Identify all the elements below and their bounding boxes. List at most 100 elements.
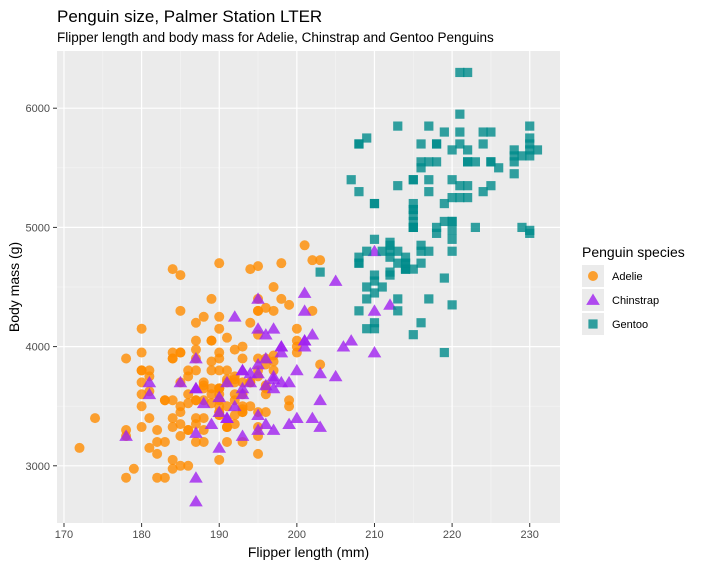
point-adelie [190,335,201,346]
point-adelie [152,425,163,436]
point-gentoo [486,157,496,167]
point-chinstrap [297,286,312,298]
point-chinstrap [142,375,157,388]
point-gentoo [509,157,519,167]
point-gentoo [447,193,457,203]
point-gentoo [525,225,535,235]
point-gentoo [369,318,380,328]
point-gentoo [385,246,395,256]
point-chinstrap [189,352,203,364]
point-chinstrap [189,426,203,438]
x-axis-title: Flipper length (mm) [248,544,369,560]
point-adelie [299,240,310,251]
point-gentoo [385,237,395,247]
point-gentoo [447,300,457,310]
point-gentoo [486,127,496,137]
legend-key-adelie [588,271,598,281]
point-gentoo [369,234,380,244]
legend-title: Penguin species [582,244,685,260]
point-adelie [268,282,279,292]
point-gentoo [362,294,372,304]
point-gentoo [424,294,434,304]
point-chinstrap [258,328,273,340]
point-adelie [175,305,186,316]
point-gentoo [354,139,364,149]
point-chinstrap [328,369,343,382]
point-gentoo [416,258,426,268]
point-adelie [190,365,201,376]
point-adelie [167,395,178,406]
point-adelie [253,305,264,316]
point-adelie [206,389,217,400]
point-chinstrap [196,396,211,409]
point-gentoo [431,228,442,238]
point-chinstrap [251,366,265,379]
point-gentoo [400,258,411,268]
point-gentoo [393,181,403,191]
point-adelie [237,341,248,352]
point-gentoo [470,222,480,233]
point-gentoo [463,181,473,191]
point-gentoo [362,324,372,334]
point-adelie [221,436,232,447]
point-gentoo [478,187,488,197]
legend-label-gentoo: Gentoo [612,319,648,331]
x-tick-label: 190 [210,529,228,541]
point-chinstrap [189,495,203,507]
point-adelie [190,395,201,406]
point-gentoo [408,330,418,340]
point-adelie [175,419,186,430]
legend-label-adelie: Adelie [612,271,643,283]
point-adelie [152,448,163,459]
x-tick-label: 220 [443,529,461,541]
point-adelie [245,264,256,275]
point-adelie [167,454,178,465]
point-gentoo [525,145,535,155]
point-chinstrap [220,411,234,423]
point-chinstrap [235,429,250,441]
point-adelie [90,413,101,424]
point-adelie [183,460,194,471]
point-adelie [307,255,318,266]
point-gentoo [385,252,395,262]
point-chinstrap [119,429,133,441]
point-gentoo [455,67,465,78]
point-gentoo [463,145,473,155]
legend-key-gentoo [588,319,598,329]
point-adelie [183,425,194,436]
point-gentoo [463,157,473,167]
point-chinstrap [266,369,281,382]
point-gentoo [494,163,504,173]
point-adelie [167,264,178,275]
point-gentoo [369,270,380,280]
x-tick-label: 210 [365,529,383,541]
point-gentoo [455,139,465,149]
point-adelie [74,442,85,453]
point-chinstrap [251,423,265,435]
point-adelie [315,359,326,370]
point-adelie [229,344,240,355]
point-adelie [214,258,225,269]
point-adelie [175,460,186,471]
point-chinstrap [212,390,227,403]
point-chinstrap [212,441,227,453]
point-adelie [128,463,139,474]
point-gentoo [447,216,457,227]
point-gentoo [431,157,442,167]
point-chinstrap [305,328,320,340]
point-gentoo [408,204,418,215]
point-chinstrap [297,334,312,346]
point-gentoo [424,187,434,197]
point-gentoo [362,246,372,256]
point-chinstrap [313,393,327,406]
point-gentoo [354,252,364,262]
point-adelie [206,356,217,367]
point-adelie [214,365,225,376]
point-adelie [245,401,256,412]
point-gentoo [431,139,442,149]
point-gentoo [393,294,403,304]
point-adelie [198,311,209,322]
point-chinstrap [204,417,219,429]
point-adelie [284,395,295,406]
point-gentoo [532,145,543,155]
